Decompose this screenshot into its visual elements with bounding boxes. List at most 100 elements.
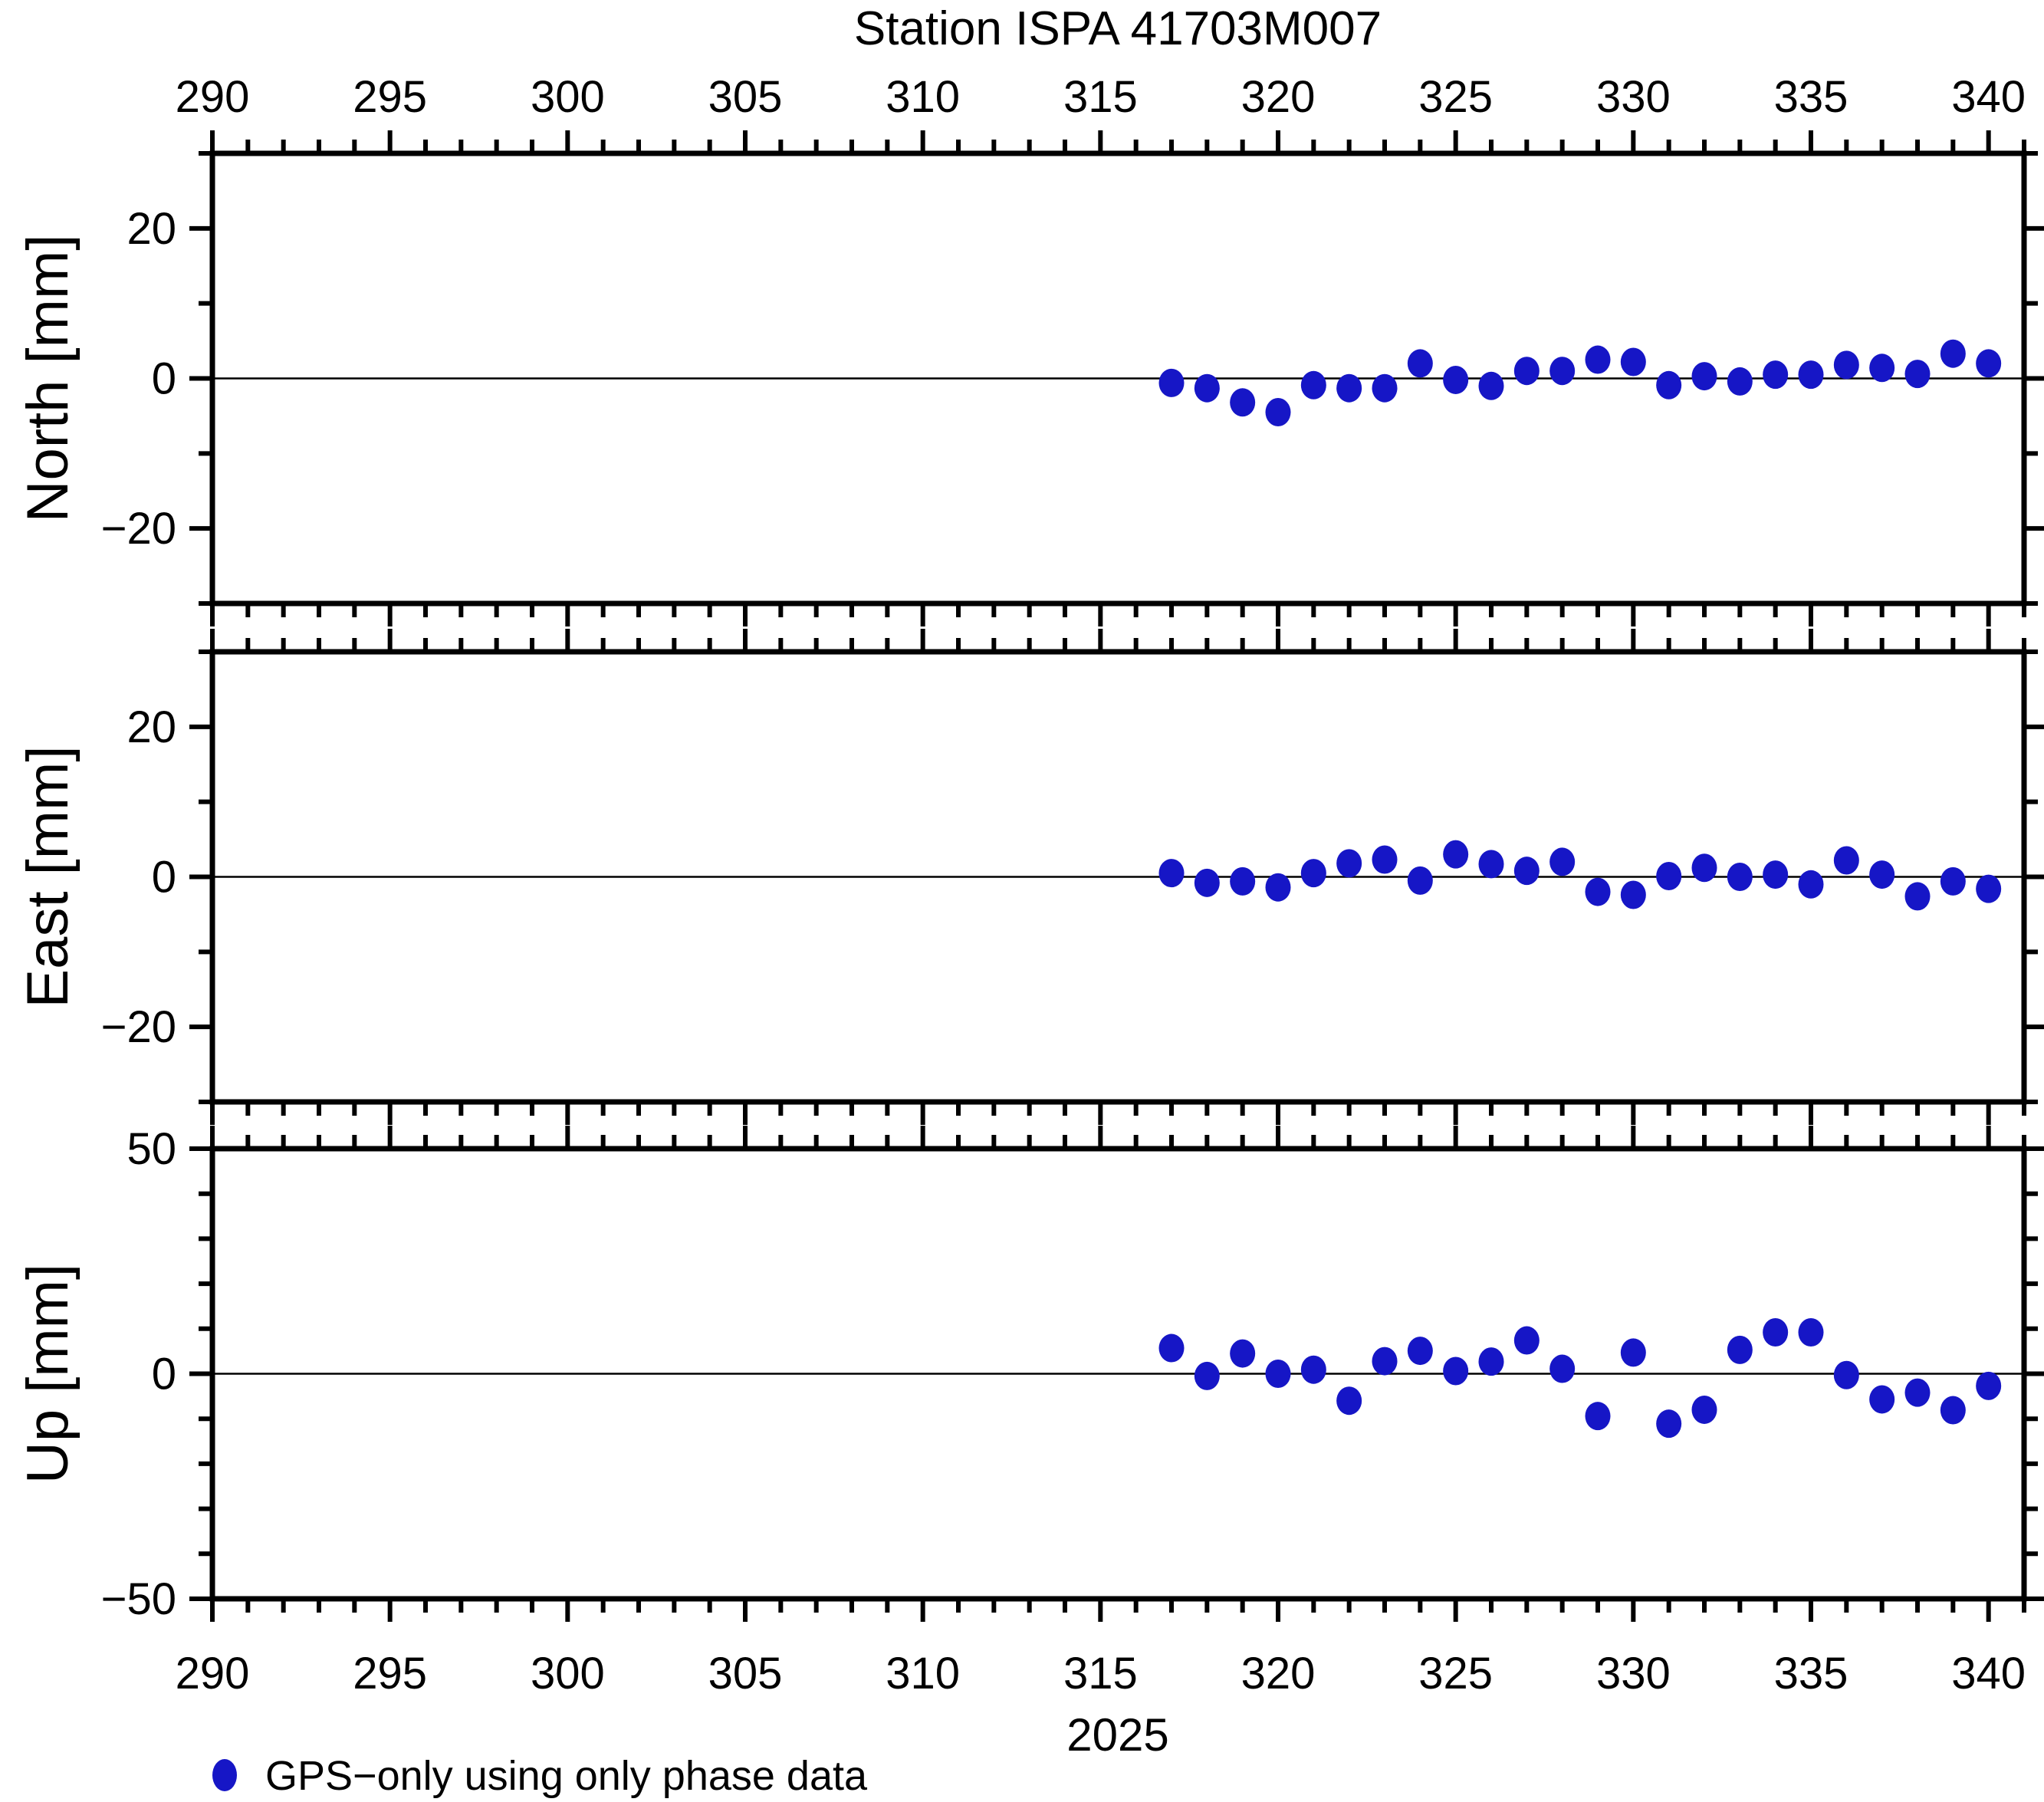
data-point — [1585, 345, 1611, 374]
data-point — [1833, 350, 1859, 380]
y-tick-label: −20 — [101, 504, 176, 554]
x-tick-label: 335 — [1774, 1649, 1848, 1698]
x-tick-label: 310 — [886, 1649, 960, 1698]
data-point — [1513, 857, 1540, 886]
data-point — [1833, 846, 1859, 875]
x-tick-label: 320 — [1241, 72, 1316, 122]
data-point — [1904, 1378, 1931, 1407]
x-tick-label: 295 — [353, 72, 427, 122]
x-tick-label: 315 — [1063, 1649, 1138, 1698]
data-point — [1798, 1317, 1824, 1347]
x-tick-label: 305 — [708, 72, 783, 122]
north-axis-title: North [mm] — [15, 235, 81, 523]
x-tick-label: 315 — [1063, 72, 1138, 122]
data-point — [1194, 373, 1220, 403]
up-axis-title: Up [mm] — [15, 1264, 81, 1484]
data-point — [1513, 357, 1540, 386]
x-axis-year-label: 2025 — [1066, 1709, 1168, 1761]
x-tick-label: 340 — [1951, 1649, 2026, 1698]
data-point — [1763, 860, 1789, 889]
legend-marker-icon — [212, 1759, 237, 1791]
data-point — [1443, 1356, 1469, 1386]
chart-panels: 20 0 −20 20 0 −20 50 0 −50 — [101, 130, 2044, 1624]
x-tick-label: 300 — [531, 1649, 605, 1698]
data-point — [1798, 360, 1824, 390]
chart-title: Station ISPA 41703M007 — [854, 2, 1382, 55]
data-point — [1833, 1360, 1859, 1389]
x-tick-label: 300 — [531, 72, 605, 122]
x-tick-label: 310 — [886, 72, 960, 122]
data-point — [1763, 360, 1789, 390]
data-point — [1656, 862, 1682, 891]
data-point — [1372, 1347, 1398, 1376]
x-tick-label: 290 — [176, 1649, 250, 1698]
data-point — [1336, 849, 1362, 878]
data-point — [1691, 853, 1717, 883]
x-tick-label: 335 — [1774, 72, 1848, 122]
data-point — [1407, 866, 1433, 895]
data-point — [1976, 1371, 2002, 1400]
data-point — [1372, 845, 1398, 874]
x-tick-label: 320 — [1241, 1649, 1316, 1698]
data-point — [1656, 370, 1682, 400]
data-point — [1940, 339, 1966, 368]
data-point — [1727, 1335, 1753, 1364]
panel-up: 50 0 −50 — [101, 1124, 2044, 1624]
east-axis-title: East [mm] — [15, 745, 81, 1008]
legend-label: GPS−only using only phase data — [265, 1753, 868, 1798]
data-point — [1300, 370, 1326, 400]
data-point — [1407, 349, 1433, 378]
data-point — [1372, 373, 1398, 403]
data-point — [1158, 368, 1185, 397]
x-tick-label: 340 — [1951, 72, 2026, 122]
x-tick-label: 325 — [1418, 72, 1493, 122]
data-point — [1869, 1385, 1895, 1414]
x-tick-label: 330 — [1596, 72, 1671, 122]
panel-east: 20 0 −20 — [101, 629, 2044, 1125]
data-point — [1265, 873, 1291, 902]
data-point — [1265, 1360, 1291, 1388]
data-point — [1407, 1337, 1433, 1366]
data-point — [1869, 353, 1895, 383]
y-tick-label: 50 — [127, 1124, 176, 1174]
data-point — [1478, 1347, 1504, 1376]
panel-frame — [209, 649, 2027, 1105]
data-point — [1691, 362, 1717, 391]
data-point — [1549, 1354, 1576, 1383]
data-point — [1443, 840, 1469, 869]
x-tick-label: 330 — [1596, 1649, 1671, 1698]
data-point — [1727, 367, 1753, 396]
data-point — [1727, 863, 1753, 891]
data-point — [1940, 1396, 1966, 1425]
legend: GPS−only using only phase data — [212, 1753, 868, 1799]
y-tick-label: 0 — [152, 1350, 176, 1399]
top-x-axis-labels: 290 295 300 305 310 315 320 325 330 335 340 — [176, 72, 2026, 122]
data-point — [1194, 868, 1220, 897]
panel-frame — [209, 1146, 2027, 1602]
y-tick-label: −50 — [101, 1574, 176, 1624]
data-point — [1620, 880, 1646, 909]
panel-frame — [209, 150, 2027, 607]
data-point — [1300, 859, 1326, 888]
data-point — [1620, 1338, 1646, 1367]
panel-north: 20 0 −20 — [101, 130, 2044, 626]
data-point — [1656, 1409, 1682, 1439]
y-tick-label: 20 — [127, 204, 176, 254]
data-point — [1549, 357, 1576, 386]
data-point — [1585, 1402, 1611, 1431]
y-tick-label: 0 — [152, 354, 176, 404]
x-tick-label: 295 — [353, 1649, 427, 1698]
data-point — [1265, 398, 1291, 427]
y-tick-label: −20 — [101, 1002, 176, 1052]
bottom-x-axis-labels: 290 295 300 305 310 315 320 325 330 335 340 — [176, 1649, 2026, 1698]
x-tick-label: 290 — [176, 72, 250, 122]
data-point — [1158, 1333, 1185, 1363]
data-point — [1976, 349, 2002, 378]
data-point — [1976, 874, 2002, 903]
data-point — [1158, 859, 1185, 888]
data-point — [1336, 373, 1362, 403]
x-tick-label: 325 — [1418, 1649, 1493, 1698]
data-point — [1513, 1326, 1540, 1355]
data-point — [1478, 371, 1504, 400]
